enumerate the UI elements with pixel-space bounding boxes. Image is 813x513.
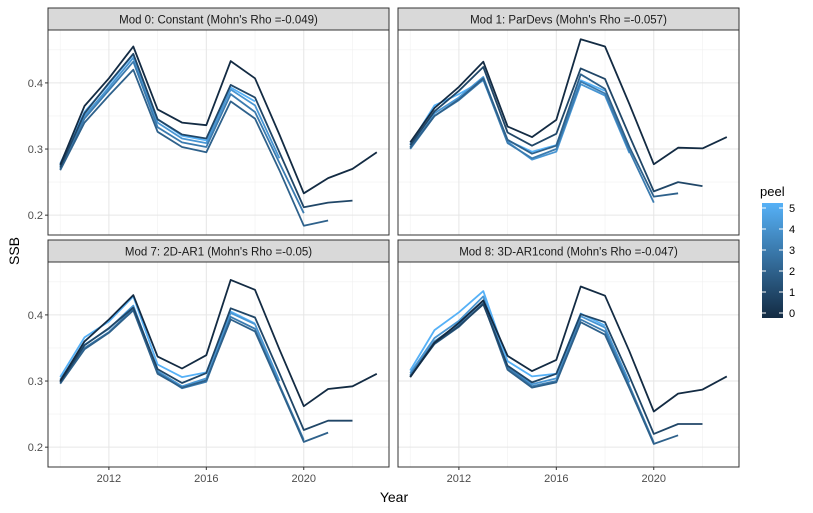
y-tick-label: 0.2 [28,210,43,222]
facet-strip-title: Mod 0: Constant (Mohn's Rho =-0.049) [119,15,318,27]
legend-title: peel [760,184,785,199]
panel-background [48,30,389,235]
facet-panel-4: Mod 8: 3D-AR1cond (Mohn's Rho =-0.047) 20… [397,239,740,485]
legend-tick-label: 5 [789,203,795,215]
series-line-peel-1 [409,66,703,193]
series-line-peel-0 [59,45,378,195]
series-line-peel-2 [409,73,679,198]
facet-panel-2: Mod 1: ParDevs (Mohn's Rho =-0.057) [397,7,740,236]
panel-border [47,29,390,236]
y-tick-label: 0.3 [28,376,43,388]
series-line-peel-2 [59,68,329,227]
panel-border [397,261,740,468]
x-tick-label: 2020 [292,473,316,485]
y-tick-label: 0.3 [28,144,43,156]
legend-tick-label: 0 [789,308,795,320]
series-line-peel-4 [409,295,631,386]
axis-titles: Year SSB [6,237,408,505]
facet-strip-title: Mod 7: 2D-AR1 (Mohn's Rho =-0.05) [125,247,312,259]
panel-border [397,29,740,236]
facet-strip-title: Mod 8: 3D-AR1cond (Mohn's Rho =-0.047) [459,247,678,259]
y-tick-label: 0.4 [28,310,43,322]
series-line-peel-0 [409,285,728,413]
legend-tick-label: 1 [789,287,795,299]
legend-colorbar [762,203,783,318]
series-line-peel-4 [59,56,281,167]
facet-panel-1: Mod 0: Constant (Mohn's Rho =-0.049) 0.2 0… [28,7,390,236]
x-tick-label: 2020 [642,473,666,485]
x-tick-label: 2012 [447,473,471,485]
panel-border [47,261,390,468]
facet-panel-3: Mod 7: 2D-AR1 (Mohn's Rho =-0.05) 0.2 0.3 0… [28,239,390,485]
panel-background [398,30,739,235]
series-line-peel-1 [59,52,353,209]
series-line-peel-1 [409,303,703,435]
facet-panels: Mod 0: Constant (Mohn's Rho =-0.049) 0.2 0… [28,7,740,485]
y-tick-label: 0.2 [28,442,43,454]
x-tick-label: 2012 [97,473,121,485]
legend-ticks: 0 1 2 3 4 5 [762,203,795,320]
series-line-peel-2 [59,309,329,443]
x-axis-title: Year [380,489,409,505]
panel-background [398,262,739,467]
y-axis-title: SSB [6,237,22,265]
series-line-peel-3 [59,60,305,214]
series-line-peel-0 [409,38,728,166]
legend-tick-label: 4 [789,224,795,236]
legend-tick-label: 3 [789,245,795,257]
x-tick-label: 2016 [194,473,218,485]
series-line-peel-0 [59,278,378,408]
y-tick-label: 0.4 [28,78,43,90]
peel-legend: peel 0 1 2 3 4 5 [760,184,795,320]
series-line-peel-1 [59,306,353,431]
x-tick-label: 2016 [544,473,568,485]
legend-tick-label: 2 [789,266,795,278]
facet-strip-title: Mod 1: ParDevs (Mohn's Rho =-0.057) [470,15,667,27]
panel-background [48,262,389,467]
